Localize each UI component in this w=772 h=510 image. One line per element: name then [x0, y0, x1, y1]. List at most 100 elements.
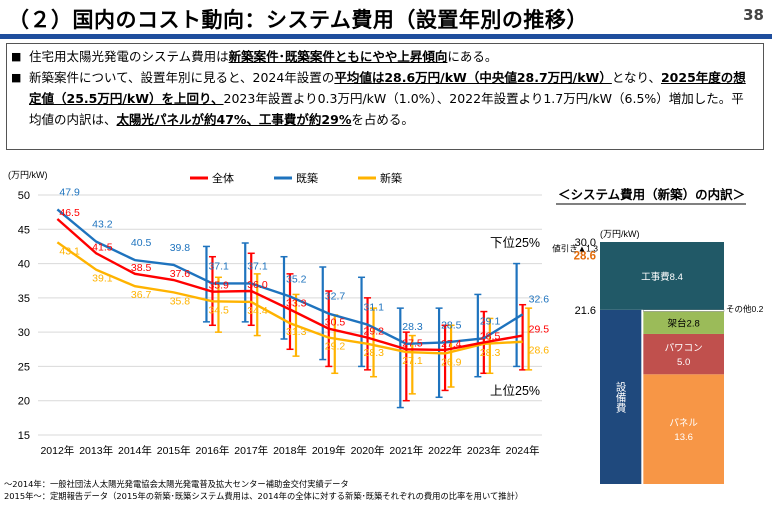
- annotation-upper: 下位25%: [490, 235, 540, 250]
- data-label: 28.3: [364, 347, 385, 359]
- data-label: 39.8: [170, 242, 191, 254]
- other-label: その他0.2: [726, 304, 764, 314]
- data-label: 28.3: [402, 321, 423, 333]
- summary-emphasis: 新築案件･既築案件ともにやや上昇傾向: [228, 49, 448, 64]
- data-label: 47.9: [59, 186, 80, 198]
- legend-label: 全体: [212, 171, 234, 185]
- data-label: 37.1: [247, 260, 268, 272]
- x-tick-label: 2012年: [40, 444, 74, 457]
- segment-label: パネル: [669, 418, 698, 429]
- y-tick-label: 40: [18, 259, 30, 271]
- summary-bullet-1: ■ 住宅用太陽光発電のシステム費用は新築案件･既築案件ともにやや上昇傾向にある。: [11, 46, 755, 67]
- x-tick-label: 2018年: [273, 444, 307, 457]
- title-divider: [0, 34, 772, 39]
- series-line: [56, 241, 523, 355]
- chart-title: ＜システム費用（新築）の内訳＞: [558, 187, 745, 202]
- equipment-bar: [600, 309, 642, 484]
- x-tick-label: 2016年: [196, 444, 230, 457]
- data-label: 29.2: [364, 326, 385, 338]
- x-tick-label: 2019年: [312, 444, 346, 457]
- footnotes: ～2014年：一般社団法人太陽光発電協会太陽光発電普及拡大センター補助金交付実績…: [4, 478, 523, 502]
- equipment-level: 21.6: [575, 305, 596, 317]
- y-tick-label: 45: [18, 224, 30, 236]
- data-label: 37.1: [208, 260, 229, 272]
- y-tick-label: 35: [18, 293, 30, 305]
- x-tick-label: 2021年: [389, 444, 423, 457]
- y-tick-label: 20: [18, 396, 30, 408]
- x-tick-label: 2014年: [118, 444, 152, 457]
- data-label: 27.4: [441, 338, 462, 350]
- summary-text: 新築案件について、設置年別に見ると、2024年設置の: [29, 70, 335, 85]
- y-tick-label: 15: [18, 430, 30, 442]
- data-label: 36.0: [247, 279, 268, 291]
- x-tick-label: 2015年: [157, 444, 191, 457]
- summary-text: にある。: [447, 49, 498, 64]
- data-label: 27.5: [402, 337, 423, 349]
- summary-text: 2023年設置より0.3万円/kW（1.0%）、2022年設置より1.7万円/k…: [29, 91, 744, 127]
- data-label: 35.2: [286, 273, 307, 285]
- data-label: 29.2: [325, 341, 346, 353]
- data-label: 34.5: [208, 304, 229, 316]
- page-title: （２）国内のコスト動向：システム費用（設置年別の推移）: [8, 8, 588, 32]
- summary-emphasis: 平均値は28.6万円/kW（中央値28.7万円/kW）: [334, 70, 612, 85]
- data-label: 38.5: [131, 262, 152, 274]
- x-tick-label: 2017年: [234, 444, 268, 457]
- y-axis-title: (万円/kW): [8, 170, 48, 180]
- data-label: 46.5: [59, 207, 80, 219]
- data-label: 40.5: [131, 237, 152, 249]
- segment-label: 13.6: [674, 432, 693, 443]
- data-label: 33.3: [286, 298, 307, 310]
- data-label: 37.6: [170, 268, 191, 280]
- data-label: 32.6: [529, 293, 550, 305]
- series-line: [56, 218, 523, 352]
- summary-text: 住宅用太陽光発電のシステム費用は: [29, 49, 229, 64]
- summary-bullet-2: ■ 新築案件について、設置年別に見ると、2024年設置の平均値は28.6万円/kW…: [11, 67, 755, 130]
- data-label: 43.2: [92, 219, 113, 231]
- discount-label: 値引き▲1.3: [552, 244, 598, 254]
- x-tick-label: 2023年: [467, 444, 501, 457]
- segment-construction: [600, 242, 724, 310]
- data-label: 30.5: [325, 317, 346, 329]
- data-label: 28.5: [480, 330, 501, 342]
- segment-label: 架台2.8: [668, 318, 700, 330]
- x-tick-label: 2020年: [351, 444, 385, 457]
- data-label: 28.3: [480, 347, 501, 359]
- segment-label: 工事費8.4: [641, 271, 683, 283]
- series-line: [56, 208, 524, 346]
- summary-emphasis: 2025年度の想定値（25.5万円/kW）を上回り、: [29, 70, 746, 106]
- summary-text: を占める。: [351, 112, 414, 127]
- segment: [643, 309, 725, 312]
- unit-label: (万円/kW): [600, 229, 640, 239]
- bullet-marker: ■: [11, 50, 22, 63]
- summary-text: となり、: [611, 70, 661, 85]
- data-label: 35.9: [208, 280, 229, 292]
- reference-value: 30.0: [575, 237, 596, 249]
- summary-box: ■ 住宅用太陽光発電のシステム費用は新築案件･既築案件ともにやや上昇傾向にある。 …: [6, 43, 764, 150]
- bullet-marker: ■: [11, 71, 22, 84]
- x-tick-label: 2024年: [506, 444, 540, 457]
- total-value: 28.6: [574, 250, 596, 262]
- footnote: ～2014年：一般社団法人太陽光発電協会太陽光発電普及拡大センター補助金交付実績…: [4, 479, 349, 489]
- x-tick-label: 2022年: [428, 444, 462, 457]
- segment-label: パワコン: [665, 343, 703, 354]
- data-label: 27.1: [402, 355, 423, 367]
- data-label: 41.5: [92, 241, 113, 253]
- data-label: 31.1: [364, 302, 385, 314]
- footnote: 2015年～：定期報告データ（2015年の新築･既築システム費用は、2014年の…: [4, 491, 524, 501]
- segment: [643, 311, 724, 334]
- segment-label: 5.0: [677, 357, 690, 368]
- data-label: 35.8: [170, 295, 191, 307]
- legend-label: 既築: [296, 171, 318, 185]
- annotation-lower: 上位25%: [490, 383, 540, 398]
- equipment-label: 設備費: [615, 380, 627, 413]
- summary-emphasis: 太陽光パネルが約47%、工事費が約29%: [116, 112, 352, 127]
- data-label: 29.1: [480, 315, 501, 327]
- data-label: 28.5: [441, 319, 462, 331]
- data-label: 31.3: [286, 326, 307, 338]
- segment: [643, 374, 724, 484]
- data-label: 29.5: [529, 324, 550, 336]
- data-label: 36.7: [131, 289, 152, 301]
- data-label: 39.1: [92, 273, 113, 285]
